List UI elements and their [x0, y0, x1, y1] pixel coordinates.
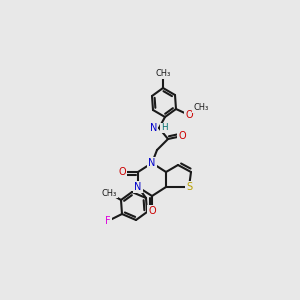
Text: CH₃: CH₃ — [155, 70, 171, 79]
Text: O: O — [178, 131, 186, 141]
Text: F: F — [105, 216, 111, 226]
Text: O: O — [185, 110, 193, 120]
Text: S: S — [186, 182, 192, 192]
Text: O: O — [148, 206, 156, 216]
Text: H: H — [161, 124, 168, 133]
Text: CH₃: CH₃ — [194, 103, 208, 112]
Text: N: N — [134, 182, 142, 192]
Text: O: O — [118, 167, 126, 177]
Text: N: N — [150, 123, 157, 133]
Text: CH₃: CH₃ — [101, 188, 117, 197]
Text: N: N — [148, 158, 156, 168]
